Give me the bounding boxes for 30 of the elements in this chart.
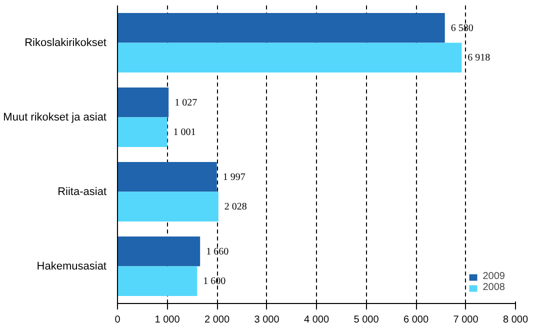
bar [118, 192, 218, 222]
x-tick-label: 3 000 [254, 314, 280, 326]
x-tick-label: 0 [114, 314, 121, 326]
bar [118, 42, 462, 73]
x-tick-label: 7 000 [453, 314, 479, 326]
data-label: 1 600 [203, 276, 226, 288]
y-tick-label: Rikoslakirikokset [24, 36, 107, 49]
data-label: 1 001 [173, 127, 196, 138]
legend-label: 2008 [482, 282, 505, 293]
y-tick-label: Hakemusasiat [36, 260, 107, 272]
data-label: 1 997 [222, 172, 246, 183]
x-tick-label: 8 000 [502, 314, 528, 326]
x-tick-label: 6 000 [403, 314, 429, 326]
data-label: 2 028 [224, 202, 247, 213]
bar [118, 12, 445, 43]
bar [118, 117, 168, 148]
data-label: 1 027 [174, 97, 198, 108]
y-tick-label: Muut rikokset ja asiat [3, 111, 107, 124]
bar [118, 236, 200, 266]
legend-label: 2009 [482, 271, 505, 282]
x-tick-label: 2 000 [204, 314, 230, 326]
x-tick-label: 4 000 [304, 314, 330, 326]
data-label: 6 918 [468, 52, 490, 64]
data-label: 6 580 [450, 22, 474, 34]
y-tick-label: Riita-asiat [58, 186, 106, 198]
bar [118, 266, 198, 296]
x-tick-label: 5 000 [354, 314, 380, 326]
bar [118, 87, 169, 118]
bar [118, 162, 217, 192]
x-tick-label: 1 000 [154, 314, 180, 326]
